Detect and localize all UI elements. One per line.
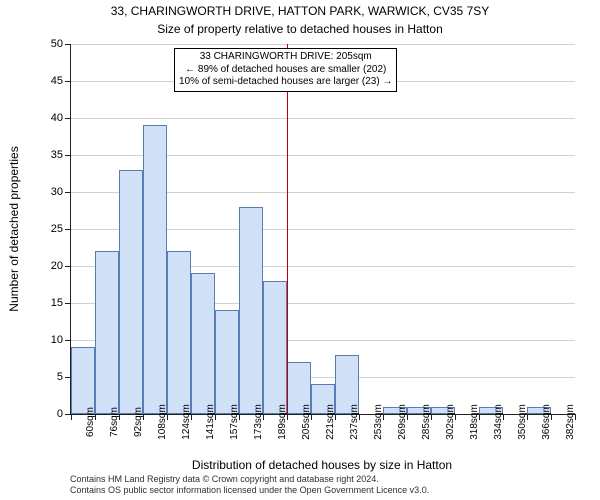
marker-annotation-box: 33 CHARINGWORTH DRIVE: 205sqm ← 89% of d… [174, 48, 397, 92]
credit-line: Contains OS public sector information li… [70, 485, 429, 496]
xtick [311, 414, 312, 420]
histogram-bar [191, 273, 215, 414]
xtick [191, 414, 192, 420]
ytick-label: 25 [51, 223, 63, 235]
ytick [65, 81, 71, 82]
credit-line: Contains HM Land Registry data © Crown c… [70, 474, 429, 485]
ytick [65, 118, 71, 119]
plot-area: 0510152025303540455060sqm76sqm92sqm108sq… [70, 44, 575, 415]
xtick [359, 414, 360, 420]
histogram-bar [263, 281, 287, 414]
chart-credits: Contains HM Land Registry data © Crown c… [70, 474, 429, 496]
ytick [65, 44, 71, 45]
chart-subtitle: Size of property relative to detached ho… [0, 22, 600, 36]
xtick [119, 414, 120, 420]
xtick [407, 414, 408, 420]
xtick [239, 414, 240, 420]
ytick-label: 0 [57, 408, 63, 420]
gridline-h [71, 118, 575, 119]
xtick [215, 414, 216, 420]
ytick [65, 155, 71, 156]
histogram-bar [119, 170, 143, 414]
ytick [65, 266, 71, 267]
histogram-bar [167, 251, 191, 414]
xtick-label: 366sqm [541, 404, 552, 440]
ytick-label: 20 [51, 260, 63, 272]
ytick-label: 10 [51, 334, 63, 346]
ytick [65, 303, 71, 304]
xtick [335, 414, 336, 420]
xtick [71, 414, 72, 420]
x-axis-label: Distribution of detached houses by size … [70, 458, 574, 472]
ytick-label: 50 [51, 38, 63, 50]
histogram-bar [71, 347, 95, 414]
annotation-line: 33 CHARINGWORTH DRIVE: 205sqm [179, 51, 392, 64]
ytick-label: 5 [57, 371, 63, 383]
ytick-label: 35 [51, 149, 63, 161]
chart-title-address: 33, CHARINGWORTH DRIVE, HATTON PARK, WAR… [0, 4, 600, 18]
xtick [431, 414, 432, 420]
xtick [575, 414, 576, 420]
ytick-label: 30 [51, 186, 63, 198]
xtick [503, 414, 504, 420]
y-axis-label: Number of detached properties [7, 146, 21, 311]
xtick [167, 414, 168, 420]
annotation-line: 10% of semi-detached houses are larger (… [179, 76, 392, 89]
ytick [65, 229, 71, 230]
xtick-label: 237sqm [349, 404, 360, 440]
xtick [143, 414, 144, 420]
xtick-label: 334sqm [493, 404, 504, 440]
ytick [65, 192, 71, 193]
histogram-bar [239, 207, 263, 414]
ytick-label: 15 [51, 297, 63, 309]
histogram-chart: 33, CHARINGWORTH DRIVE, HATTON PARK, WAR… [0, 0, 600, 500]
histogram-bar [143, 125, 167, 414]
gridline-h [71, 44, 575, 45]
xtick [455, 414, 456, 420]
xtick [527, 414, 528, 420]
ytick-label: 45 [51, 75, 63, 87]
histogram-bar [95, 251, 119, 414]
ytick [65, 340, 71, 341]
xtick [287, 414, 288, 420]
xtick [263, 414, 264, 420]
xtick [479, 414, 480, 420]
xtick-label: 302sqm [445, 404, 456, 440]
ytick-label: 40 [51, 112, 63, 124]
xtick-label: 382sqm [565, 404, 576, 440]
xtick [551, 414, 552, 420]
annotation-line: ← 89% of detached houses are smaller (20… [179, 64, 392, 77]
marker-line [287, 44, 288, 414]
xtick [383, 414, 384, 420]
histogram-bar [215, 310, 239, 414]
xtick [95, 414, 96, 420]
